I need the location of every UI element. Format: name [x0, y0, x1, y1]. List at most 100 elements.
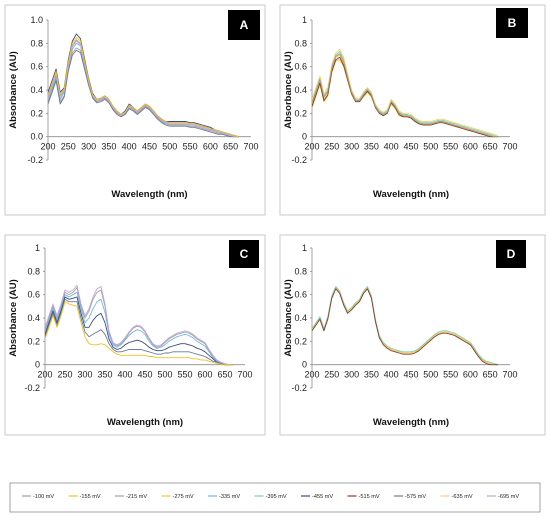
series-group [312, 48, 499, 138]
legend-item: -215 mV [115, 494, 147, 500]
legend-item: -695 mV [487, 494, 519, 500]
series-line [312, 288, 499, 366]
series-group [45, 284, 233, 366]
x-tick-label: 400 [117, 370, 132, 380]
y-tick-label: 0.4 [27, 313, 40, 323]
legend-box [9, 482, 541, 513]
x-tick-label: 600 [463, 370, 478, 380]
x-tick-label: 700 [502, 142, 517, 152]
panel-badge [229, 240, 259, 268]
y-tick-label: 0.4 [294, 85, 307, 95]
series-line [48, 40, 239, 138]
x-tick-label: 450 [142, 142, 157, 152]
y-tick-label: 1.0 [30, 15, 43, 25]
y-axis-title: Absorbance (AU) [8, 279, 19, 357]
x-tick-label: 550 [183, 142, 198, 152]
y-tick-label: 1 [302, 243, 307, 253]
y-tick-label: 0.4 [294, 313, 307, 323]
series-line [45, 296, 233, 366]
series-line [312, 48, 499, 136]
panels: -0.2 0.0 0.2 0.4 0.6 0.8 1.0 200 250 300 350 400 450… [4, 4, 546, 436]
y-tick-label: 0.8 [294, 266, 307, 276]
x-tick-label: 650 [217, 370, 232, 380]
panel-badge [496, 240, 526, 268]
x-tick-label: 350 [101, 142, 116, 152]
legend-label: -695 mV [498, 494, 519, 500]
x-tick-label: 250 [61, 142, 76, 152]
y-tick-label: 0 [302, 132, 307, 142]
legend-label: -335 mV [219, 494, 240, 500]
x-tick-label: 500 [157, 370, 172, 380]
x-tick-label: 300 [81, 142, 96, 152]
x-tick-label: 650 [483, 370, 498, 380]
x-tick-label: 700 [237, 370, 252, 380]
legend-item: -335 mV [208, 494, 240, 500]
x-tick-label: 300 [77, 370, 92, 380]
y-tick-label: 0 [302, 360, 307, 370]
x-tick-label: 200 [304, 142, 319, 152]
x-tick-label: 550 [443, 370, 458, 380]
legend-label: -100 mV [33, 494, 54, 500]
legend-label: -515 mV [359, 494, 380, 500]
y-tick-label: 1 [302, 15, 307, 25]
panel-frame [4, 234, 266, 436]
panel-frame [279, 234, 546, 436]
y-tick-label: 0.8 [294, 38, 307, 48]
x-axis-title: Wavelength (nm) [373, 189, 449, 200]
y-tick-label: 0 [35, 360, 40, 370]
panel-badge [228, 10, 260, 40]
legend-items: -100 mV -155 mV -215 mV -275 mV -335 mV -395 … [22, 494, 519, 500]
x-tick-label: 650 [483, 142, 498, 152]
x-tick-label: 400 [384, 142, 399, 152]
y-tick-label: 0.2 [294, 108, 307, 118]
series-line [45, 298, 233, 366]
x-tick-label: 400 [384, 370, 399, 380]
y-axis-title: Absorbance (AU) [283, 279, 294, 357]
x-tick-label: 250 [324, 142, 339, 152]
x-tick-label: 200 [304, 370, 319, 380]
legend: -100 mV -155 mV -215 mV -275 mV -335 mV -395 … [9, 482, 541, 513]
x-tick-label: 350 [97, 370, 112, 380]
x-tick-label: 500 [423, 370, 438, 380]
x-tick-label: 450 [403, 142, 418, 152]
x-axis-title: Wavelength (nm) [111, 189, 187, 200]
x-tick-label: 650 [223, 142, 238, 152]
x-tick-label: 250 [324, 370, 339, 380]
y-tick-label: -0.2 [291, 383, 307, 393]
y-tick-label: -0.2 [27, 155, 43, 165]
y-tick-label: 0.2 [30, 108, 43, 118]
x-axis-title: Wavelength (nm) [373, 417, 449, 428]
panel-badge-label: D [507, 247, 516, 261]
panel-frame [279, 4, 546, 216]
x-tick-label: 500 [162, 142, 177, 152]
legend-item: -155 mV [68, 494, 101, 500]
legend-item: -575 mV [394, 494, 426, 500]
x-tick-label: 450 [137, 370, 152, 380]
series-line [312, 53, 499, 138]
legend-label: -455 mV [312, 494, 333, 500]
x-tick-label: 700 [502, 370, 517, 380]
y-tick-label: -0.2 [24, 383, 40, 393]
series-line [45, 291, 233, 366]
panel-d: -0.2 0 0.2 0.4 0.6 0.8 1 200 250 300 350 400 450 500 5… [279, 234, 546, 436]
legend-item: -395 mV [254, 494, 287, 500]
y-tick-label: -0.2 [291, 155, 307, 165]
x-tick-label: 700 [243, 142, 258, 152]
x-tick-label: 350 [364, 142, 379, 152]
legend-item: -275 mV [161, 494, 194, 500]
x-tick-label: 550 [177, 370, 192, 380]
panel-badge-label: B [508, 16, 517, 30]
x-tick-label: 200 [37, 370, 52, 380]
series-group [48, 33, 239, 138]
series-group [312, 286, 499, 366]
x-tick-label: 450 [403, 370, 418, 380]
series-line [48, 49, 239, 138]
y-axis-title: Absorbance (AU) [283, 51, 294, 129]
x-tick-label: 550 [443, 142, 458, 152]
y-tick-label: 1 [35, 243, 40, 253]
x-tick-label: 500 [423, 142, 438, 152]
y-tick-label: 0.2 [294, 336, 307, 346]
x-tick-label: 350 [364, 370, 379, 380]
legend-item: -635 mV [440, 494, 473, 500]
series-line [312, 56, 499, 138]
